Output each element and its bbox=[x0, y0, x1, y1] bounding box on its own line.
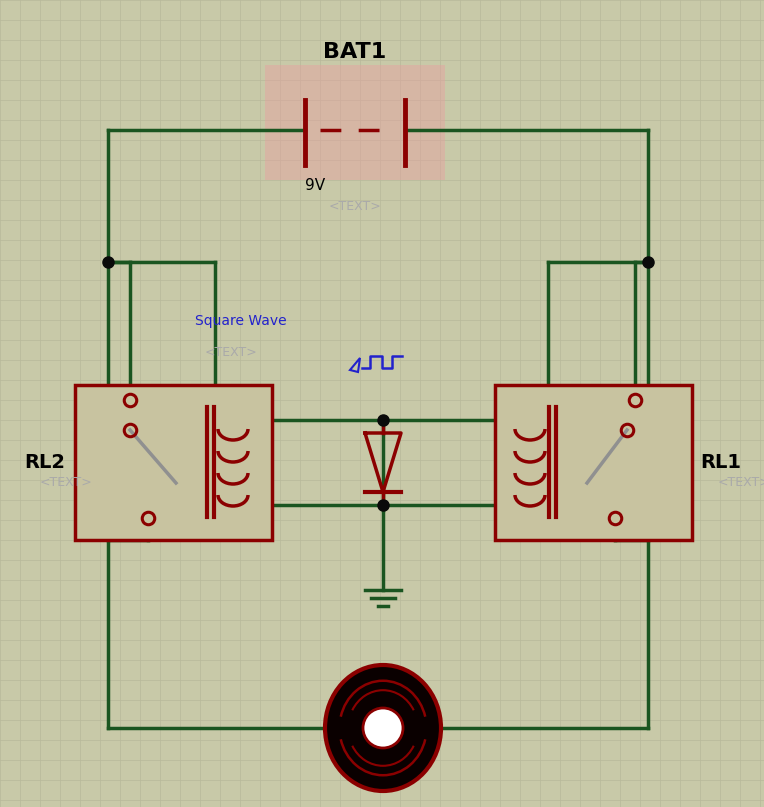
Text: <TEXT>: <TEXT> bbox=[40, 475, 92, 488]
Circle shape bbox=[363, 708, 403, 748]
Text: 9V: 9V bbox=[305, 178, 325, 193]
Bar bbox=[75, 385, 272, 540]
Text: RL2: RL2 bbox=[24, 453, 65, 471]
Bar bbox=[265, 65, 445, 180]
Text: <TEXT>: <TEXT> bbox=[718, 475, 764, 488]
Text: Square Wave: Square Wave bbox=[195, 314, 286, 328]
Ellipse shape bbox=[325, 665, 441, 791]
Bar bbox=[495, 385, 692, 540]
Text: <TEXT>: <TEXT> bbox=[329, 200, 381, 213]
Text: BAT1: BAT1 bbox=[323, 42, 387, 62]
Text: RL1: RL1 bbox=[700, 453, 741, 471]
Text: <TEXT>: <TEXT> bbox=[205, 346, 257, 359]
